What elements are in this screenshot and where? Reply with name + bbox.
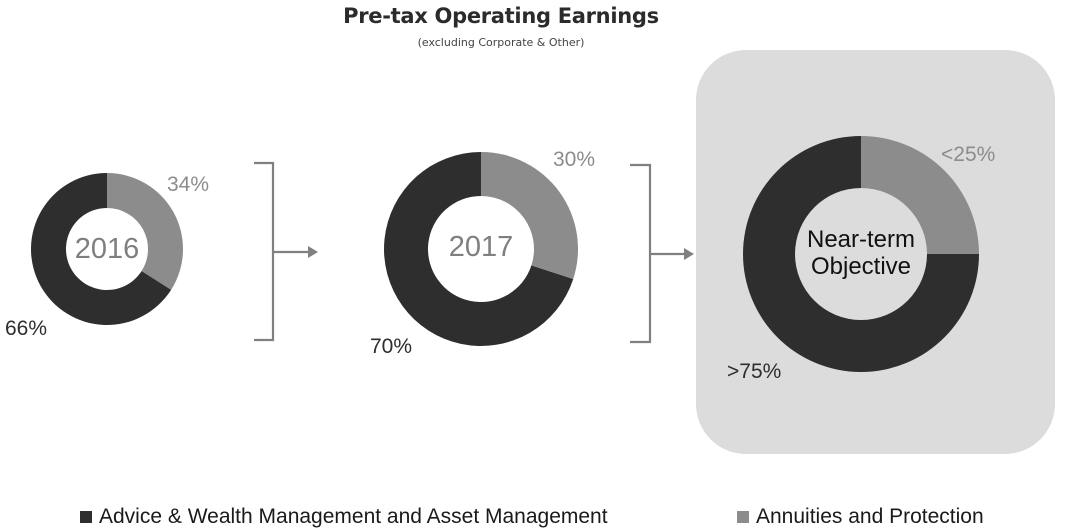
donut-2016-advice-pct: 66% <box>5 317 48 340</box>
donut-objective <box>742 136 979 372</box>
donut-2017-annuities-pct: 30% <box>553 148 596 171</box>
legend-item-annuities: Annuities and Protection <box>737 505 984 529</box>
legend-swatch-dark <box>80 511 92 523</box>
donut-objective-center-label: Near-term Objective <box>791 226 931 280</box>
donut-objective-annuities-pct: <25% <box>941 143 996 166</box>
legend-label: Advice & Wealth Management and Asset Man… <box>99 505 608 528</box>
objective-label-line1: Near-term <box>806 226 915 253</box>
donut-2017-annuities-slice <box>481 152 578 279</box>
bracket-arrow-1 <box>254 161 318 342</box>
donut-objective-advice-pct: >75% <box>727 360 782 383</box>
donut-2017-advice-pct: 70% <box>370 335 413 358</box>
donut-2016 <box>30 173 183 325</box>
arrow-right-icon <box>684 248 694 260</box>
chart-title: Pre-tax Operating Earnings <box>343 4 659 28</box>
legend-swatch-grey <box>737 511 749 523</box>
objective-label-line2: Objective <box>810 253 912 280</box>
legend-item-advice-wealth: Advice & Wealth Management and Asset Man… <box>80 505 608 529</box>
donut-2016-advice-slice <box>30 173 172 325</box>
donut-2016-annuities-slice <box>107 173 183 290</box>
bracket-arrow-2 <box>630 163 694 344</box>
donut-2017 <box>384 152 578 346</box>
donut-2017-center-label: 2017 <box>448 231 514 263</box>
donut-2016-annuities-pct: 34% <box>167 173 210 196</box>
donut-2017-advice-slice <box>384 152 574 346</box>
donut-2016-center-label: 2016 <box>74 233 140 265</box>
donut-objective-advice-slice <box>742 136 979 372</box>
chart-subtitle: (excluding Corporate & Other) <box>417 36 585 49</box>
arrow-right-icon <box>308 246 318 258</box>
legend-label: Annuities and Protection <box>756 505 984 528</box>
donut-objective-annuities-slice <box>861 136 979 254</box>
